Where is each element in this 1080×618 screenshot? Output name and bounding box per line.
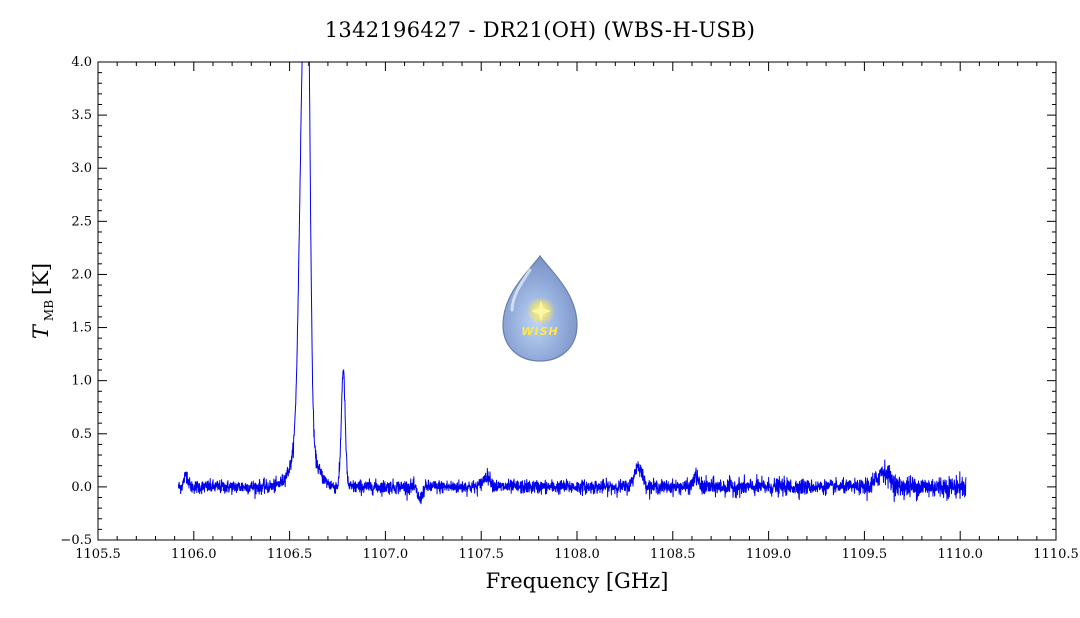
- y-axis-subscript: MB: [42, 300, 56, 321]
- y-tick-label: 4.0: [71, 55, 92, 70]
- x-tick-label: 1109.0: [746, 547, 792, 562]
- tick-labels: 1105.5 1106.0 1106.5 1107.0 1107.5 1108.0 1108…: [60, 55, 1078, 562]
- chart-title: 1342196427 - DR21(OH) (WBS-H-USB): [324, 18, 756, 42]
- y-tick-label: 3.0: [71, 161, 92, 176]
- y-tick-label: −0.5: [60, 533, 92, 548]
- x-tick-label: 1106.0: [171, 547, 217, 562]
- svg-text:TMB[K]: T MB [K]: [29, 263, 56, 339]
- x-tick-label: 1108.5: [650, 547, 696, 562]
- x-tick-label: 1109.5: [842, 547, 888, 562]
- x-axis-title: Frequency [GHz]: [486, 569, 669, 593]
- spectrum-line-0: [177, 62, 967, 505]
- y-tick-label: 0.0: [71, 480, 92, 495]
- tick-marks: [97, 61, 1057, 541]
- y-tick-label: 0.5: [71, 427, 92, 442]
- y-tick-label: 2.0: [71, 267, 92, 282]
- x-tick-label: 1107.5: [458, 547, 504, 562]
- x-tick-label: 1108.0: [554, 547, 600, 562]
- wish-logo: WISH: [502, 254, 578, 362]
- y-tick-label: 1.5: [71, 321, 92, 336]
- y-tick-label: 3.5: [71, 108, 92, 123]
- x-tick-label: 1110.0: [937, 547, 983, 562]
- spectrum-series-layer: [177, 62, 967, 505]
- wish-logo-text: WISH: [521, 325, 558, 338]
- x-tick-label: 1105.5: [75, 547, 121, 562]
- y-axis-unit: [K]: [29, 263, 53, 295]
- x-tick-label: 1106.5: [267, 547, 313, 562]
- y-tick-label: 2.5: [71, 214, 92, 229]
- y-axis-symbol: T: [29, 323, 53, 339]
- y-tick-label: 1.0: [71, 374, 92, 389]
- y-axis-title: T MB [K]: [29, 263, 56, 339]
- plot-frame: [97, 61, 1057, 541]
- x-tick-label: 1110.5: [1033, 547, 1079, 562]
- x-tick-label: 1107.0: [363, 547, 409, 562]
